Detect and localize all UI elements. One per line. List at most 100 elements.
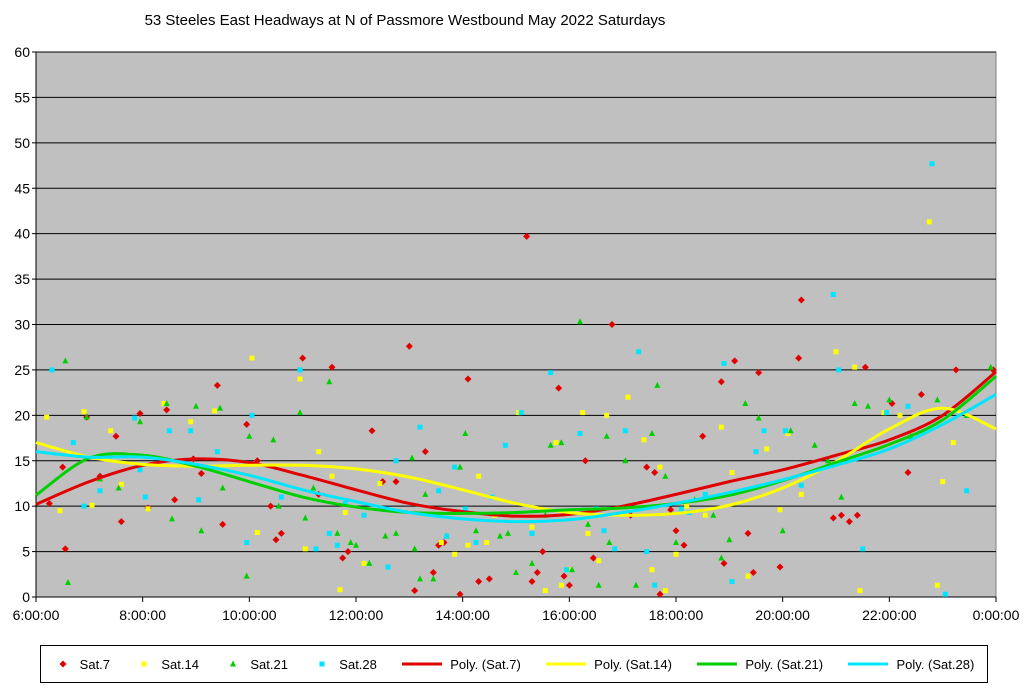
x-tick-label-4: 14:00:00: [435, 607, 490, 623]
point-1-19: [377, 480, 383, 486]
y-axis: 0 5 10 15 20 25 30 35 40 45 50 55 60: [14, 44, 37, 605]
legend-item-7: Poly. (Sat.28): [848, 657, 974, 672]
point-3-34: [577, 431, 583, 436]
point-1-39: [657, 464, 663, 470]
point-1-27: [529, 524, 535, 530]
point-2-1: [65, 578, 71, 585]
legend-label-3: Sat.28: [339, 656, 377, 672]
point-2-25: [393, 529, 399, 536]
point-3-11: [244, 540, 250, 545]
point-0-6: [117, 518, 125, 526]
point-3-26: [462, 506, 468, 512]
point-1-29: [553, 440, 559, 446]
point-2-40: [547, 441, 554, 448]
point-2-42: [569, 566, 575, 573]
legend-item-6: Poly. (Sat.21): [697, 657, 823, 672]
point-2-47: [606, 539, 613, 545]
x-tick-label-7: 20:00:00: [755, 607, 810, 623]
point-2-48: [622, 457, 629, 464]
point-2-30: [430, 575, 437, 582]
point-2-43: [577, 318, 583, 325]
point-0-35: [464, 375, 472, 383]
point-1-47: [764, 446, 770, 452]
point-0-38: [523, 232, 531, 240]
point-2-5: [137, 418, 143, 425]
point-2-60: [779, 527, 786, 534]
point-2-59: [755, 414, 762, 421]
point-1-44: [718, 424, 724, 430]
point-2-29: [422, 490, 429, 497]
point-2-55: [710, 511, 717, 518]
x-axis: 6:00:00 8:00:00 10:00:00 12:00:00 14:00:00 16…: [13, 596, 1020, 623]
point-0-71: [904, 469, 912, 477]
point-1-10: [249, 355, 255, 361]
y-tick-label-12: 60: [14, 44, 30, 60]
point-0-42: [555, 384, 563, 392]
point-2-17: [302, 514, 309, 521]
point-3-14: [297, 367, 303, 373]
point-2-9: [198, 527, 205, 534]
point-2-8: [193, 402, 199, 409]
point-2-2: [83, 413, 90, 420]
point-2-56: [718, 554, 725, 561]
point-1-50: [798, 491, 804, 497]
point-2-16: [297, 409, 303, 416]
point-0-15: [243, 420, 251, 428]
point-3-54: [884, 410, 890, 416]
point-0-13: [213, 381, 221, 389]
legend-symbol-6: [697, 662, 738, 666]
point-1-7: [161, 401, 167, 407]
point-0-31: [429, 568, 437, 576]
point-0-9: [163, 406, 171, 414]
legend-marker-1: [141, 661, 147, 667]
y-tick-label-3: 15: [14, 453, 30, 469]
point-1-57: [934, 582, 940, 588]
legend-item-3: Sat.28: [313, 657, 377, 672]
legend-marker-2: [230, 660, 237, 667]
point-0-12: [197, 469, 205, 477]
point-2-11: [219, 484, 226, 491]
point-2-28: [417, 575, 423, 582]
point-1-4: [108, 428, 114, 434]
point-2-37: [513, 568, 519, 575]
point-2-34: [473, 527, 479, 534]
point-3-31: [529, 530, 535, 536]
point-3-24: [444, 533, 450, 539]
point-1-9: [212, 408, 218, 414]
y-tick-label-1: 5: [22, 544, 30, 560]
point-1-34: [596, 558, 602, 564]
y-tick-label-6: 30: [14, 317, 30, 333]
point-2-71: [987, 363, 994, 370]
point-3-53: [860, 546, 866, 552]
point-2-38: [529, 559, 535, 566]
point-2-21: [347, 539, 354, 545]
trendline-0: [35, 370, 997, 518]
point-3-39: [636, 349, 642, 355]
legend-label-1: Sat.14: [161, 656, 199, 672]
point-3-6: [142, 494, 148, 500]
point-0-24: [344, 548, 352, 556]
point-0-29: [411, 587, 419, 595]
point-1-16: [337, 587, 343, 593]
point-1-38: [649, 567, 655, 573]
point-2-62: [811, 441, 818, 448]
legend-symbol-3: [319, 661, 325, 667]
point-0-67: [845, 518, 853, 526]
gridlines: [36, 51, 996, 598]
point-1-6: [145, 506, 151, 512]
point-1-8: [188, 419, 194, 425]
point-1-59: [950, 440, 956, 446]
point-2-27: [411, 545, 418, 552]
point-2-23: [366, 559, 373, 566]
point-1-3: [89, 502, 95, 508]
point-2-22: [353, 541, 359, 548]
point-2-19: [326, 378, 333, 385]
point-0-23: [339, 554, 347, 562]
point-0-22: [328, 363, 336, 371]
series-sat-14: [44, 219, 956, 594]
point-0-7: [136, 410, 144, 418]
point-2-12: [243, 572, 250, 579]
point-0-60: [749, 568, 757, 576]
x-tick-label-2: 10:00:00: [222, 607, 277, 623]
